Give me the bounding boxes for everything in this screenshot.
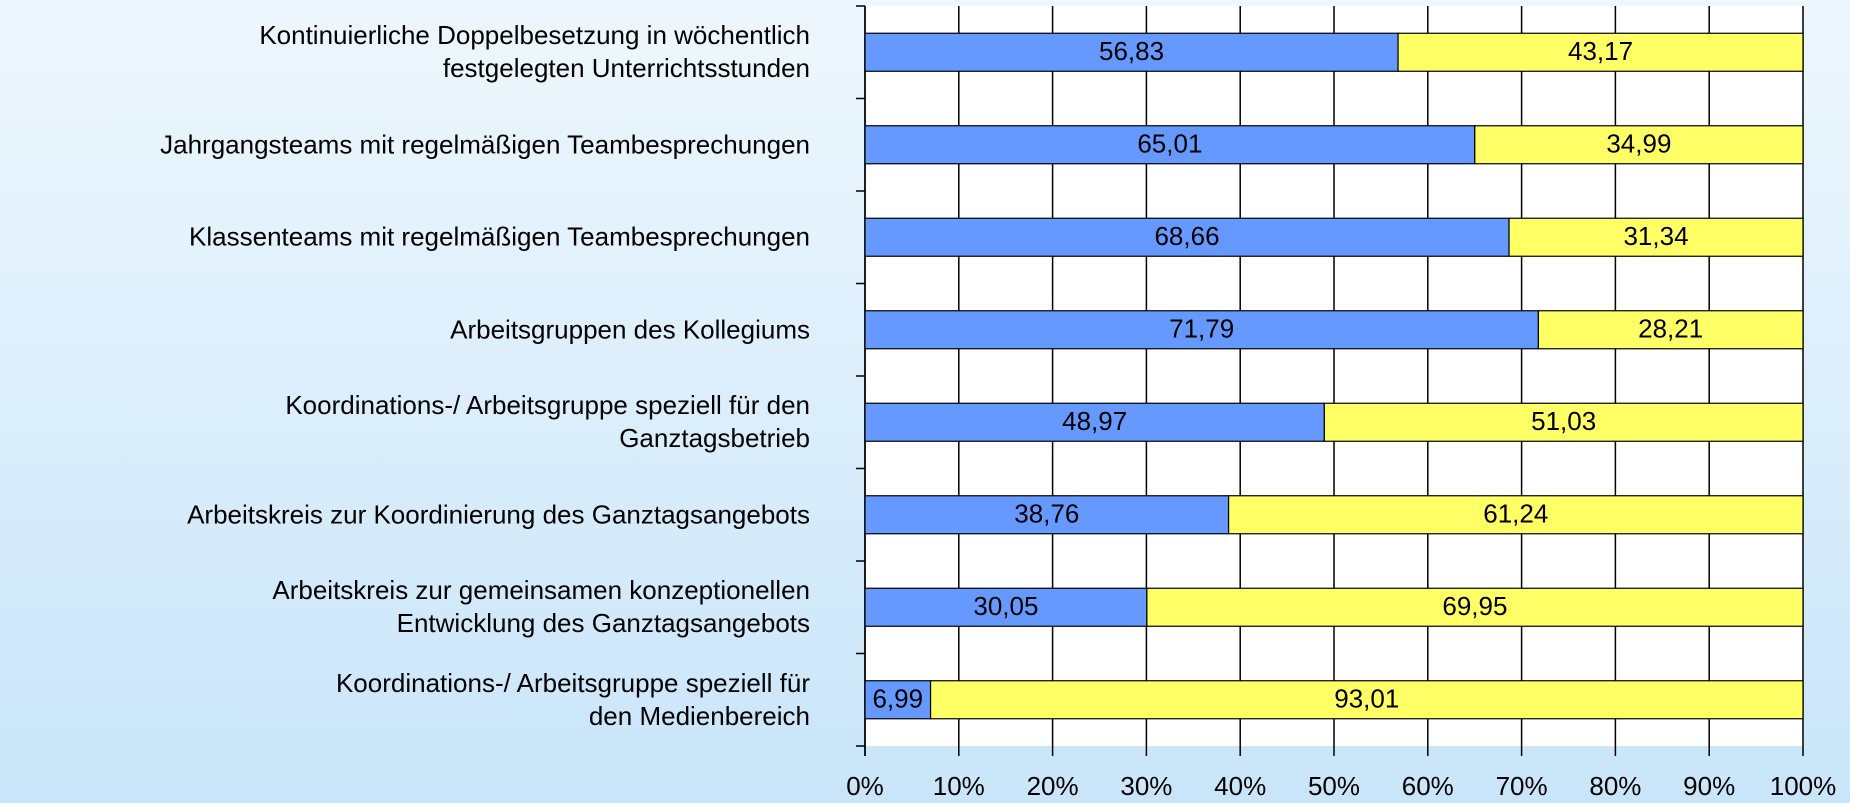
x-tick-label: 30%	[1120, 771, 1172, 801]
x-tick-label: 40%	[1214, 771, 1266, 801]
category-label: Koordinations-/ Arbeitsgruppe speziell f…	[335, 667, 810, 731]
value-label: 56,83	[1099, 36, 1164, 66]
bar-segment	[864, 217, 1510, 257]
bar-segment	[1474, 125, 1804, 165]
value-label: 43,17	[1568, 36, 1633, 66]
bar-segment	[1227, 495, 1804, 535]
category-label: Koordinations-/ Arbeitsgruppe speziell f…	[285, 390, 810, 454]
bar-segment	[1397, 32, 1804, 72]
value-label: 51,03	[1531, 406, 1596, 436]
category-label: Jahrgangsteams mit regelmäßigen Teambesp…	[160, 129, 810, 160]
value-label: 69,95	[1442, 591, 1507, 621]
value-label: 38,76	[1014, 499, 1079, 529]
bar-segment	[1146, 587, 1804, 627]
bar-segment	[1508, 217, 1804, 257]
value-label: 48,97	[1062, 406, 1127, 436]
value-label: 30,05	[973, 591, 1038, 621]
x-tick-label: 0%	[846, 771, 884, 801]
value-label: 28,21	[1638, 314, 1703, 344]
category-label: Kontinuierliche Doppelbesetzung in wöche…	[259, 20, 810, 84]
category-label: Arbeitskreis zur Koordinierung des Ganzt…	[187, 499, 810, 530]
value-label: 71,79	[1169, 314, 1234, 344]
value-label: 65,01	[1137, 129, 1202, 159]
x-tick-label: 20%	[1027, 771, 1079, 801]
x-tick-label: 10%	[933, 771, 985, 801]
x-tick-label: 80%	[1589, 771, 1641, 801]
bar-segment	[864, 32, 1399, 72]
category-label: Arbeitsgruppen des Kollegiums	[450, 314, 810, 345]
bar-segment	[929, 680, 1804, 720]
bar-segment	[1537, 310, 1804, 350]
value-label: 61,24	[1483, 499, 1548, 529]
x-tick-label: 60%	[1402, 771, 1454, 801]
x-tick-label: 50%	[1308, 771, 1360, 801]
bar-segment	[864, 125, 1476, 165]
value-label: 68,66	[1154, 221, 1219, 251]
value-label: 93,01	[1334, 684, 1399, 714]
category-label: Arbeitskreis zur gemeinsamen konzeptione…	[272, 575, 810, 639]
value-label: 6,99	[872, 684, 923, 714]
value-label: 34,99	[1606, 129, 1671, 159]
bar-segment	[1323, 402, 1804, 442]
value-label: 31,34	[1623, 221, 1688, 251]
x-tick-label: 90%	[1683, 771, 1735, 801]
x-tick-label: 70%	[1496, 771, 1548, 801]
category-label: Klassenteams mit regelmäßigen Teambespre…	[189, 221, 810, 252]
x-tick-label: 100%	[1770, 771, 1837, 801]
